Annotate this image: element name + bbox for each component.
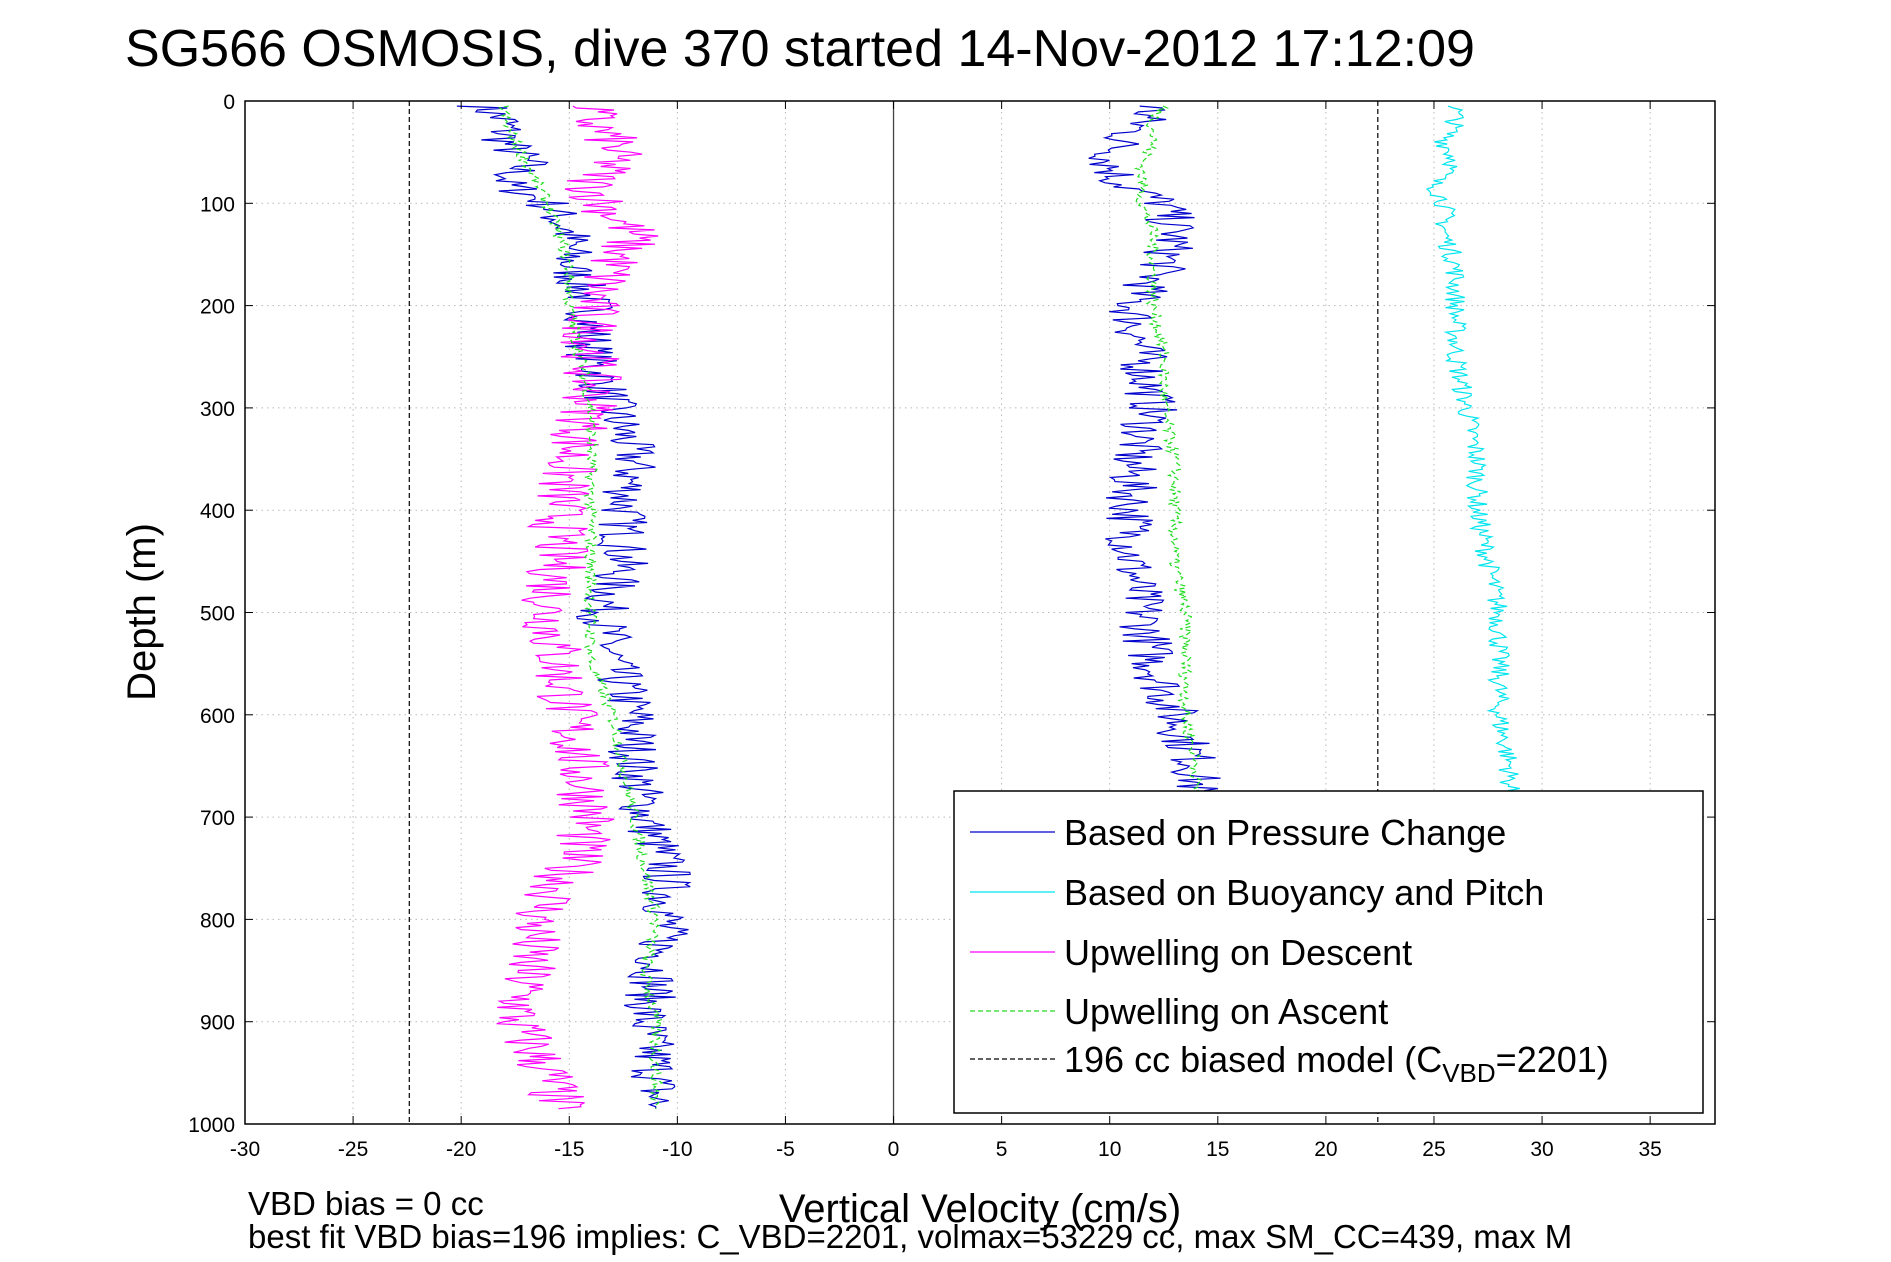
series-line: [456, 105, 692, 1109]
series-line: [1133, 105, 1204, 808]
series-layer: [408, 101, 1521, 1124]
series-line: [1088, 105, 1221, 808]
series-2: [496, 105, 659, 1110]
series-line: [496, 105, 659, 1110]
x-tick-label: 15: [1206, 1138, 1229, 1161]
x-axis-ticks: -30 -25 -20 -15 -10 -5 0 5 10 15 20 25 30 35: [230, 101, 1662, 1161]
best-fit-note: best fit VBD bias=196 implies: C_VBD=220…: [248, 1218, 1572, 1255]
chart-title: SG566 OSMOSIS, dive 370 started 14-Nov-2…: [125, 20, 1475, 78]
x-tick-label: 0: [888, 1138, 900, 1161]
x-tick-label: -10: [662, 1138, 692, 1161]
y-tick-label: 600: [200, 705, 235, 728]
y-tick-label: 700: [200, 807, 235, 830]
y-tick-label: 500: [200, 603, 235, 626]
x-tick-label: -30: [230, 1138, 260, 1161]
x-tick-label: 5: [996, 1138, 1008, 1161]
x-tick-label: -25: [338, 1138, 368, 1161]
y-tick-label: 100: [200, 193, 235, 216]
x-tick-label: 10: [1098, 1138, 1121, 1161]
series-line: [1425, 105, 1521, 808]
legend-label: 196 cc biased model (CVBD=2201): [1064, 1039, 1609, 1088]
series-0: [456, 105, 1221, 1109]
y-axis-ticks: 0 100 200 300 400 500 600 700 800 900 1000: [188, 91, 1715, 1137]
series-line: [497, 105, 664, 1109]
y-tick-label: 200: [200, 296, 235, 319]
y-tick-label: 300: [200, 398, 235, 421]
x-tick-label: -15: [554, 1138, 584, 1161]
y-axis-label: Depth (m): [120, 523, 164, 701]
x-tick-label: 20: [1314, 1138, 1337, 1161]
legend-suffix: =2201): [1496, 1039, 1609, 1080]
x-axis-label: Vertical Velocity (cm/s): [779, 1187, 1181, 1231]
x-tick-label: -20: [446, 1138, 476, 1161]
legend: Based on Pressure Change Based on Buoyanc…: [953, 790, 1704, 1114]
x-tick-label: -5: [776, 1138, 795, 1161]
legend-box: [953, 790, 1704, 1114]
legend-label: Upwelling on Descent: [1064, 932, 1412, 973]
y-tick-label: 400: [200, 500, 235, 523]
series-1: [1425, 105, 1521, 808]
x-tick-label: 30: [1530, 1138, 1553, 1161]
x-tick-label: 25: [1422, 1138, 1445, 1161]
legend-label: Based on Buoyancy and Pitch: [1064, 872, 1544, 913]
legend-label: Upwelling on Ascent: [1064, 991, 1388, 1032]
y-tick-label: 1000: [188, 1114, 235, 1137]
y-tick-label: 0: [223, 91, 235, 114]
vbd-bias-note: VBD bias = 0 cc: [248, 1185, 484, 1222]
y-tick-label: 900: [200, 1012, 235, 1035]
series-3: [497, 105, 1204, 1109]
legend-label: Based on Pressure Change: [1064, 812, 1506, 853]
x-tick-label: 35: [1638, 1138, 1661, 1161]
legend-subscript: VBD: [1442, 1058, 1495, 1088]
y-tick-label: 800: [200, 909, 235, 932]
